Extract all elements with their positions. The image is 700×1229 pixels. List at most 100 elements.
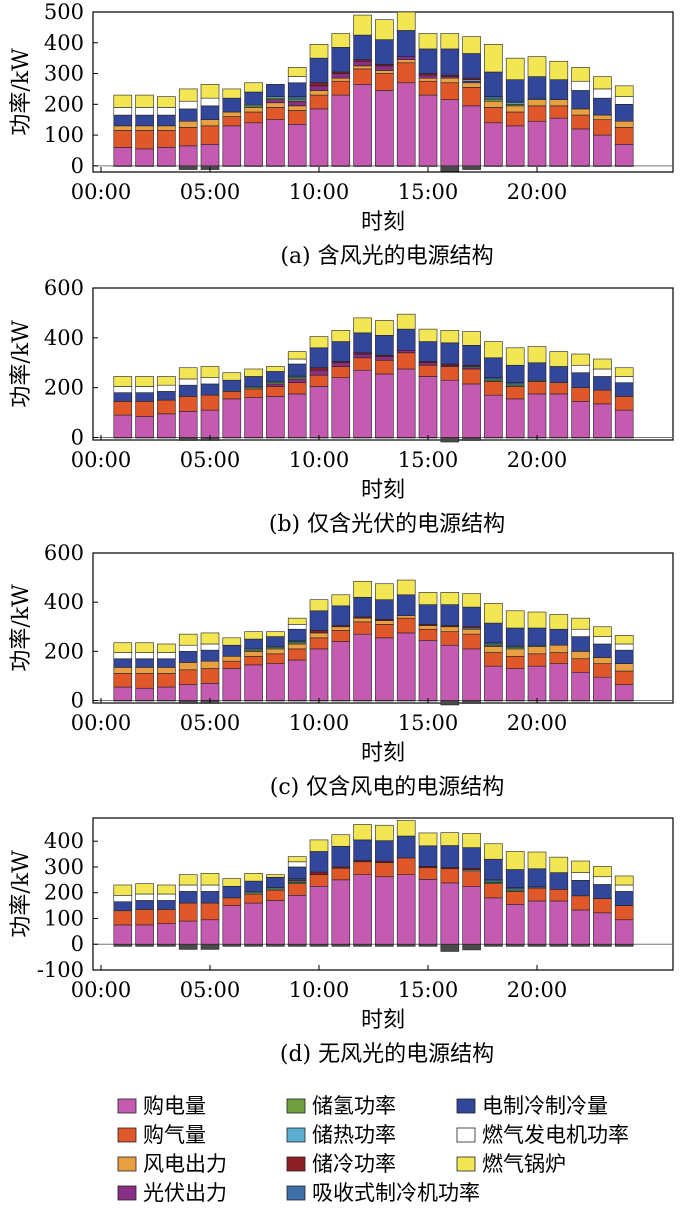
- y-tick-label: 100: [44, 906, 84, 930]
- bar-segment: [527, 346, 547, 364]
- bar-negative-segment: [222, 943, 242, 947]
- bar-segment: [418, 376, 438, 438]
- bar-segment: [266, 383, 285, 387]
- bar-segment: [200, 409, 220, 438]
- bar-segment: [309, 369, 329, 376]
- bar-segment: [244, 893, 263, 904]
- bar-negative-segment: [375, 165, 394, 167]
- bar-segment: [178, 662, 198, 671]
- legend-swatch: [456, 1098, 476, 1114]
- bar-segment: [331, 834, 351, 847]
- bar-segment: [222, 391, 242, 400]
- bar-segment: [157, 893, 176, 901]
- bar-segment: [375, 90, 394, 167]
- bar-negative-segment: [593, 943, 612, 947]
- legend-item: 燃气锅炉: [456, 1152, 566, 1176]
- bar-segment: [287, 378, 307, 383]
- bar-segment: [309, 57, 329, 84]
- bar-segment: [527, 868, 547, 888]
- bar-segment: [527, 381, 547, 395]
- legend-swatch: [117, 1156, 137, 1172]
- bar-segment: [484, 122, 503, 167]
- bar-segment: [331, 867, 351, 881]
- bar-segment: [440, 592, 460, 605]
- bar-segment: [418, 80, 438, 96]
- bar-segment: [593, 88, 612, 99]
- bar-segment: [440, 99, 460, 167]
- bar-segment: [614, 376, 634, 383]
- bar-segment: [113, 147, 133, 167]
- bar-segment: [287, 67, 307, 77]
- bar-segment: [614, 120, 634, 128]
- bar-segment: [375, 70, 394, 74]
- bar-segment: [571, 387, 590, 402]
- bar-segment: [200, 884, 220, 892]
- x-tick-label: 05:00: [180, 180, 241, 204]
- bar-segment: [200, 683, 220, 701]
- bar-segment: [614, 884, 634, 892]
- bar-segment: [244, 651, 263, 657]
- bar-segment: [178, 684, 198, 701]
- bar-segment: [113, 392, 133, 402]
- bar-segment: [113, 901, 133, 912]
- bar-negative-segment: [527, 943, 547, 947]
- bar-segment: [571, 617, 590, 630]
- bar-segment: [178, 120, 198, 128]
- bar-segment: [375, 862, 394, 878]
- legend-item: 风电出力: [117, 1152, 227, 1176]
- bar-segment: [353, 65, 372, 70]
- bar-segment: [527, 646, 547, 655]
- bar-segment: [113, 130, 133, 148]
- x-tick-label: 00:00: [71, 180, 132, 204]
- bar-segment: [375, 840, 394, 862]
- y-tick-label: 0: [71, 154, 84, 178]
- y-tick-label: 600: [44, 541, 84, 565]
- bar-segment: [375, 359, 394, 375]
- bar-segment: [244, 902, 263, 945]
- bar-segment: [135, 673, 154, 689]
- y-tick-label: 300: [44, 62, 84, 86]
- bar-segment: [157, 643, 176, 653]
- bar-segment: [309, 851, 329, 873]
- bar-segment: [571, 128, 590, 167]
- bar-segment: [287, 76, 307, 84]
- bar-segment: [614, 635, 634, 645]
- bar-segment: [266, 102, 285, 108]
- bar-segment: [418, 592, 438, 605]
- bar-segment: [157, 147, 176, 167]
- bar-segment: [200, 383, 220, 396]
- bar-segment: [353, 621, 372, 635]
- bar-segment: [200, 394, 220, 411]
- bar-segment: [614, 382, 634, 397]
- bar-negative-segment: [549, 165, 569, 167]
- bar-segment: [462, 383, 481, 438]
- bar-segment: [505, 111, 525, 127]
- bar-segment: [178, 100, 198, 110]
- bar-segment: [244, 397, 263, 438]
- bar-segment: [200, 919, 220, 945]
- bar-segment: [135, 125, 154, 131]
- bar-segment: [396, 617, 416, 634]
- bar-segment: [440, 379, 460, 438]
- bar-segment: [244, 111, 263, 124]
- legend-label: 购气量: [143, 1123, 206, 1147]
- bar-segment: [462, 593, 481, 608]
- x-tick-label: 05:00: [180, 711, 241, 735]
- bar-segment: [287, 856, 307, 863]
- bar-segment: [571, 636, 590, 652]
- bar-segment: [178, 891, 198, 904]
- bar-segment: [331, 626, 351, 631]
- x-axis-label: 时刻: [361, 478, 405, 503]
- bar-segment: [353, 596, 372, 618]
- bar-segment: [309, 386, 329, 438]
- bar-segment: [505, 648, 525, 657]
- bar-segment: [309, 648, 329, 701]
- x-axis-label: 时刻: [361, 210, 405, 235]
- bar-segment: [266, 396, 285, 438]
- y-tick-label: 0: [71, 689, 84, 713]
- bar-segment: [375, 620, 394, 625]
- bar-segment: [157, 900, 176, 910]
- bar-segment: [266, 663, 285, 701]
- bar-segment: [484, 843, 503, 860]
- bar-segment: [200, 632, 220, 645]
